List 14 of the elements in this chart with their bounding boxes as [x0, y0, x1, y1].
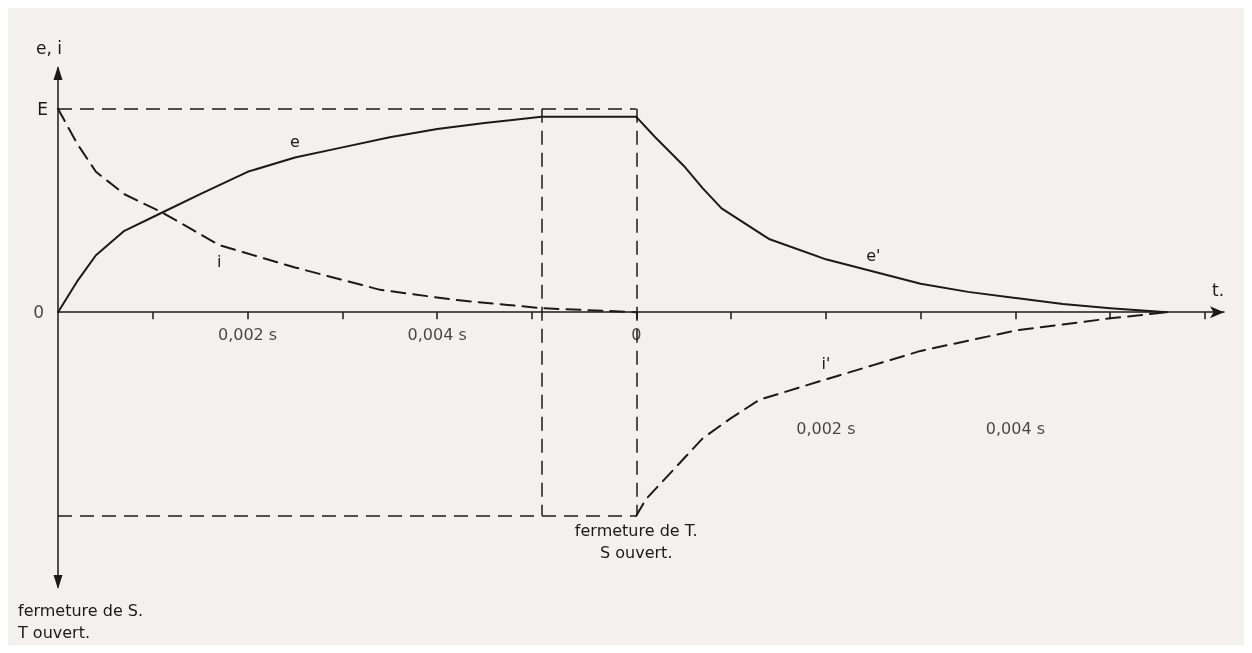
series-label: e	[290, 132, 300, 152]
ref-line-label: E	[37, 98, 48, 119]
x2-tick-label: 0,002 s	[796, 418, 856, 438]
text: fermeture de S. T ouvert.	[17, 600, 144, 642]
series-label: e'	[866, 246, 881, 266]
annotation: 0	[33, 302, 44, 323]
series-label: i	[216, 251, 222, 271]
x-axis-title: t.	[1212, 279, 1225, 300]
x-tick-label: 0,004 s	[407, 324, 467, 344]
y-axis-title: e, i	[36, 37, 62, 58]
x2-tick-label: 0,004 s	[985, 418, 1046, 438]
ref-line-label: fermeture de T. S ouvert.	[574, 521, 698, 563]
x-tick-label: 0,002 s	[217, 324, 278, 344]
series-label: i'	[821, 353, 831, 373]
